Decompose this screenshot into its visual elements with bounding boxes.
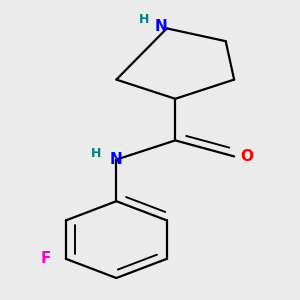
Text: H: H [139, 13, 150, 26]
Text: O: O [240, 149, 253, 164]
Text: F: F [40, 251, 51, 266]
Text: H: H [91, 147, 101, 160]
Text: N: N [154, 19, 167, 34]
Text: N: N [110, 152, 123, 167]
